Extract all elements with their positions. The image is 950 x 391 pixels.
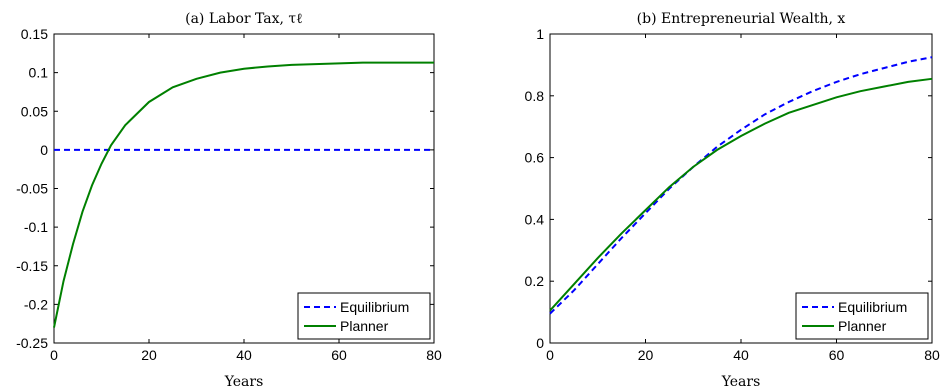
x-tick-label: 60 bbox=[331, 347, 347, 363]
y-tick-label: -0.25 bbox=[16, 335, 48, 351]
legend-label: Planner bbox=[340, 318, 389, 334]
y-tick-label: -0.05 bbox=[16, 181, 48, 197]
x-axis-label: Years bbox=[224, 374, 264, 390]
x-tick-label: 0 bbox=[50, 347, 58, 363]
y-tick-label: 1 bbox=[536, 26, 544, 42]
chart-panel-labor-tax: (a) Labor Tax, τℓ Years 0 20 40 60 80 -0.25 -0… bbox=[16, 11, 442, 390]
y-tick-label: 0 bbox=[40, 142, 48, 158]
x-axis-label: Years bbox=[721, 374, 761, 390]
x-tick-label: 80 bbox=[924, 347, 940, 363]
chart-title: (a) Labor Tax, τℓ bbox=[185, 11, 303, 27]
y-tick-label: 0.1 bbox=[29, 65, 49, 81]
y-tick-label: 0.05 bbox=[21, 103, 48, 119]
x-tick-label: 0 bbox=[546, 347, 554, 363]
y-tick-label: -0.2 bbox=[24, 296, 48, 312]
plot-area bbox=[549, 33, 933, 344]
axis-ticks: 0 20 40 60 80 0 0.2 0.4 0.6 0.8 1 bbox=[525, 26, 940, 363]
legend-label: Equilibrium bbox=[838, 299, 907, 315]
y-tick-label: 0.15 bbox=[21, 26, 48, 42]
legend: Equilibrium Planner bbox=[795, 292, 929, 340]
series-line-planner bbox=[549, 77, 933, 312]
series-layer bbox=[53, 61, 434, 328]
plot-area bbox=[53, 33, 435, 344]
x-tick-label: 60 bbox=[829, 347, 845, 363]
x-tick-label: 40 bbox=[236, 347, 252, 363]
legend: Equilibrium Planner bbox=[297, 292, 431, 340]
y-tick-label: -0.1 bbox=[24, 219, 48, 235]
legend-box bbox=[795, 292, 929, 340]
x-tick-label: 20 bbox=[638, 347, 654, 363]
chart-panel-entrepreneurial-wealth: (b) Entrepreneurial Wealth, x Years 0 20 4… bbox=[525, 11, 940, 390]
y-tick-label: -0.15 bbox=[16, 258, 48, 274]
legend-label: Planner bbox=[838, 318, 887, 334]
y-tick-label: 0.2 bbox=[525, 273, 545, 289]
x-tick-label: 80 bbox=[426, 347, 442, 363]
x-tick-label: 20 bbox=[141, 347, 157, 363]
series-line-planner bbox=[53, 61, 434, 328]
x-tick-label: 40 bbox=[733, 347, 749, 363]
axis-ticks: 0 20 40 60 80 -0.25 -0.2 -0.15 -0.1 -0.05 0 0.05 0.1… bbox=[16, 26, 442, 363]
chart-title: (b) Entrepreneurial Wealth, x bbox=[637, 11, 846, 27]
y-tick-label: 0 bbox=[536, 335, 544, 351]
y-tick-label: 0.8 bbox=[525, 88, 545, 104]
legend-box bbox=[297, 292, 431, 340]
legend-label: Equilibrium bbox=[340, 299, 409, 315]
series-line-equilibrium bbox=[549, 56, 933, 315]
series-layer bbox=[549, 56, 933, 315]
y-tick-label: 0.6 bbox=[525, 150, 545, 166]
y-tick-label: 0.4 bbox=[525, 211, 545, 227]
